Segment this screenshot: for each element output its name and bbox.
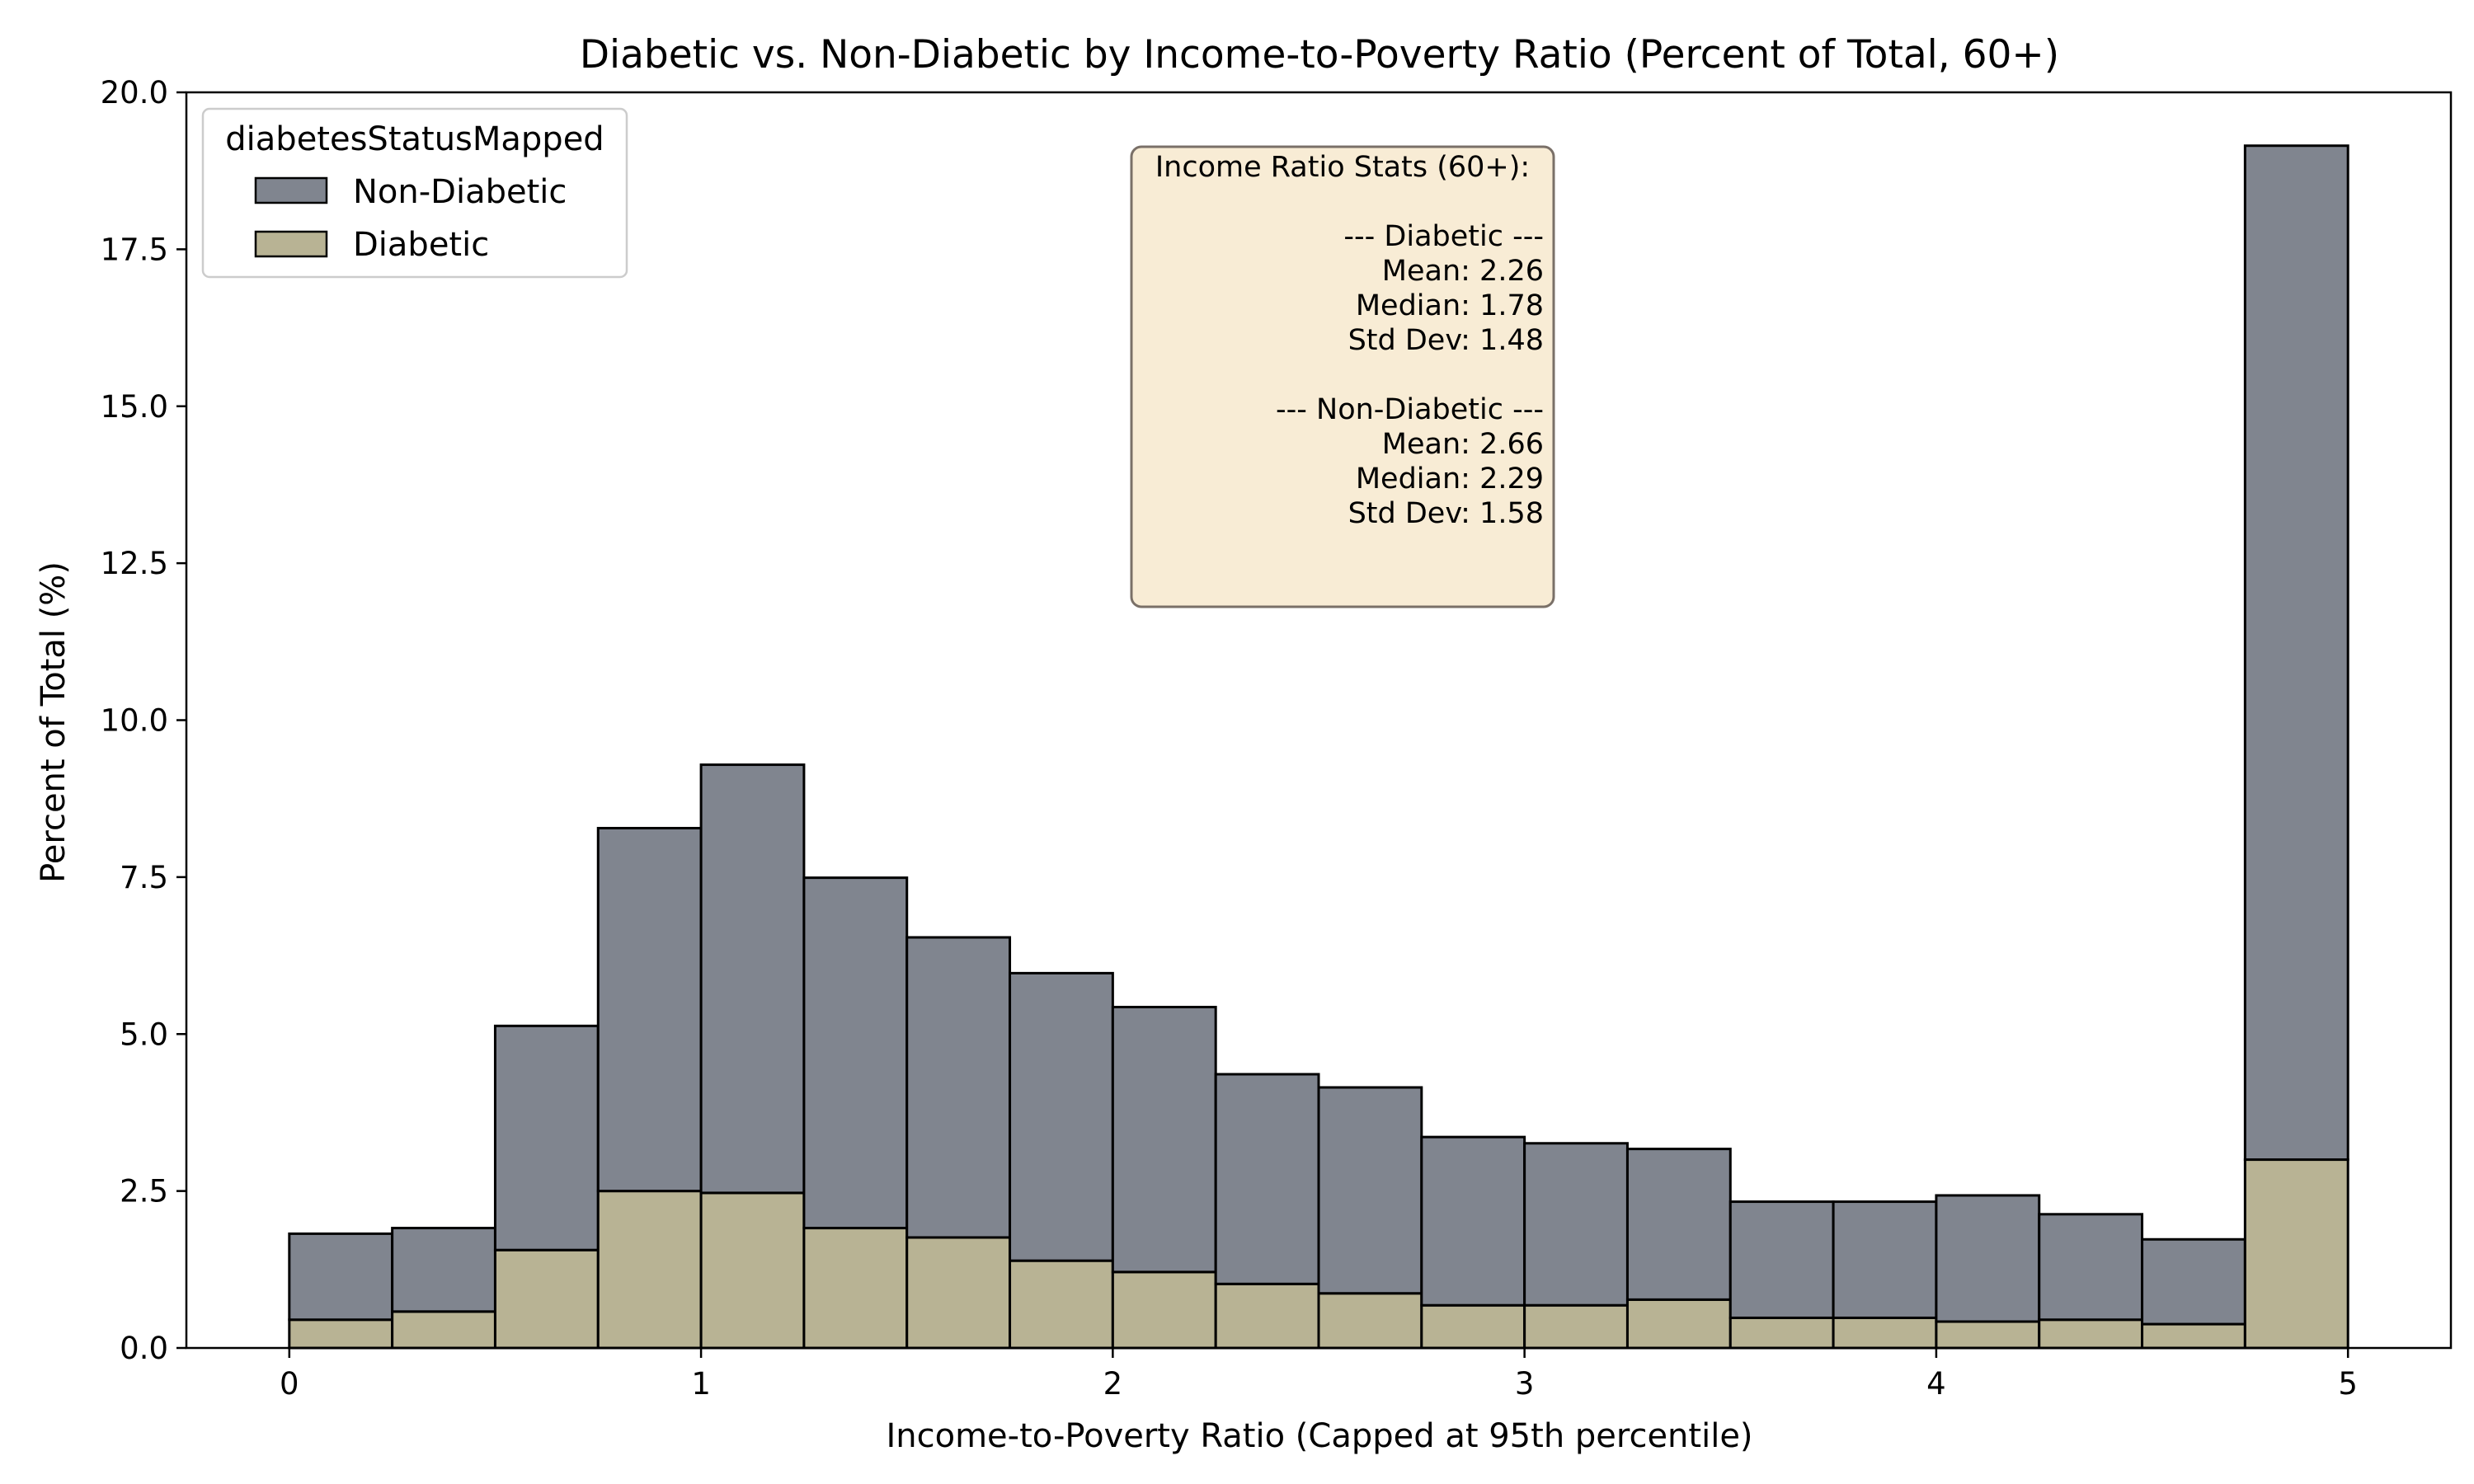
bar-diabetic-15 xyxy=(1832,1316,1938,1350)
stats-line-0: Income Ratio Stats (60+): xyxy=(1155,151,1530,184)
stats-line-5: Std Dev: 1.48 xyxy=(1348,324,1544,357)
bar-diabetic-0 xyxy=(288,1318,394,1350)
stats-lines: Income Ratio Stats (60+): --- Diabetic --… xyxy=(1155,151,1544,530)
bar-diabetic-14 xyxy=(1729,1316,1835,1350)
bar-non-diabetic-8 xyxy=(1111,1006,1217,1274)
bar-diabetic-18 xyxy=(2141,1322,2246,1350)
bar-diabetic-7 xyxy=(1009,1259,1114,1350)
bar-non-diabetic-16 xyxy=(1935,1194,2041,1323)
stats-line-10: Std Dev: 1.58 xyxy=(1348,497,1544,530)
bar-non-diabetic-17 xyxy=(2038,1213,2144,1322)
bar-non-diabetic-19 xyxy=(2243,144,2349,1162)
legend: diabetesStatusMapped Non-Diabetic Diabet… xyxy=(201,107,628,279)
stats-annotation-box: Income Ratio Stats (60+): --- Diabetic --… xyxy=(1130,145,1555,608)
bar-diabetic-5 xyxy=(802,1227,909,1350)
bar-diabetic-13 xyxy=(1625,1298,1732,1350)
x-tick-label-2: 2 xyxy=(1103,1366,1123,1402)
legend-label-non-diabetic: Non-Diabetic xyxy=(353,173,567,211)
stats-line-3: Mean: 2.26 xyxy=(1382,255,1544,288)
stats-line-4: Median: 1.78 xyxy=(1356,289,1544,322)
y-tick-label-5: 12.5 xyxy=(101,546,168,581)
bar-non-diabetic-12 xyxy=(1523,1142,1629,1307)
bar-diabetic-9 xyxy=(1214,1282,1320,1350)
legend-swatch-non-diabetic xyxy=(254,176,328,204)
plot-area xyxy=(185,91,2453,1350)
bar-diabetic-1 xyxy=(391,1310,496,1350)
bar-non-diabetic-2 xyxy=(493,1024,600,1252)
stats-box-frame xyxy=(1130,145,1555,608)
bar-diabetic-17 xyxy=(2038,1318,2144,1350)
bar-non-diabetic-7 xyxy=(1009,971,1114,1262)
bar-non-diabetic-10 xyxy=(1317,1086,1423,1295)
bars-layer xyxy=(288,144,2349,1350)
x-axis: 0 1 2 3 4 5 xyxy=(280,1348,2358,1402)
bar-non-diabetic-9 xyxy=(1214,1073,1320,1285)
y-tick-label-7: 17.5 xyxy=(101,232,168,267)
bar-diabetic-19 xyxy=(2243,1158,2349,1350)
stats-line-9: Median: 2.29 xyxy=(1356,463,1544,495)
y-tick-label-8: 20.0 xyxy=(101,75,168,110)
bar-non-diabetic-15 xyxy=(1832,1200,1938,1319)
y-axis: 0.0 2.5 5.0 7.5 10.0 12.5 15.0 17.5 20.0 xyxy=(101,75,186,1366)
y-axis-label: Percent of Total (%) xyxy=(35,561,73,883)
bar-diabetic-12 xyxy=(1523,1303,1629,1350)
bar-diabetic-4 xyxy=(699,1191,806,1350)
x-tick-label-3: 3 xyxy=(1515,1366,1535,1402)
y-tick-label-2: 5.0 xyxy=(120,1017,168,1052)
bar-non-diabetic-4 xyxy=(699,763,806,1195)
bar-non-diabetic-14 xyxy=(1729,1200,1835,1319)
bar-non-diabetic-6 xyxy=(905,936,1012,1239)
bar-diabetic-11 xyxy=(1420,1303,1526,1350)
y-tick-label-3: 7.5 xyxy=(120,860,168,895)
legend-title: diabetesStatusMapped xyxy=(225,120,604,158)
bar-non-diabetic-18 xyxy=(2141,1237,2246,1326)
bar-non-diabetic-0 xyxy=(288,1232,394,1322)
bar-non-diabetic-3 xyxy=(596,826,703,1193)
bar-non-diabetic-5 xyxy=(802,876,909,1230)
bar-diabetic-3 xyxy=(596,1190,703,1350)
bar-non-diabetic-13 xyxy=(1625,1148,1732,1301)
y-tick-label-4: 10.0 xyxy=(101,703,168,739)
y-tick-label-0: 0.0 xyxy=(120,1331,168,1366)
stats-line-7: --- Non-Diabetic --- xyxy=(1276,393,1544,426)
chart-title: Diabetic vs. Non-Diabetic by Income-to-P… xyxy=(580,32,2059,77)
y-tick-label-1: 2.5 xyxy=(120,1174,168,1209)
x-tick-label-0: 0 xyxy=(280,1366,299,1402)
bar-non-diabetic-11 xyxy=(1420,1135,1526,1307)
legend-label-diabetic: Diabetic xyxy=(353,226,489,264)
y-tick-label-6: 15.0 xyxy=(101,389,168,425)
bar-diabetic-2 xyxy=(493,1248,600,1350)
x-axis-label: Income-to-Poverty Ratio (Capped at 95th … xyxy=(886,1417,1752,1455)
bar-diabetic-8 xyxy=(1111,1270,1217,1350)
bar-diabetic-6 xyxy=(905,1236,1012,1350)
bar-diabetic-10 xyxy=(1317,1292,1423,1350)
x-tick-label-4: 4 xyxy=(1926,1366,1946,1402)
bar-diabetic-16 xyxy=(1935,1320,2041,1350)
x-tick-label-5: 5 xyxy=(2338,1366,2358,1402)
legend-swatch-diabetic xyxy=(254,230,328,258)
stats-line-2: --- Diabetic --- xyxy=(1343,220,1544,253)
bar-non-diabetic-1 xyxy=(391,1227,496,1313)
stats-line-8: Mean: 2.66 xyxy=(1382,428,1544,461)
x-tick-label-1: 1 xyxy=(691,1366,711,1402)
